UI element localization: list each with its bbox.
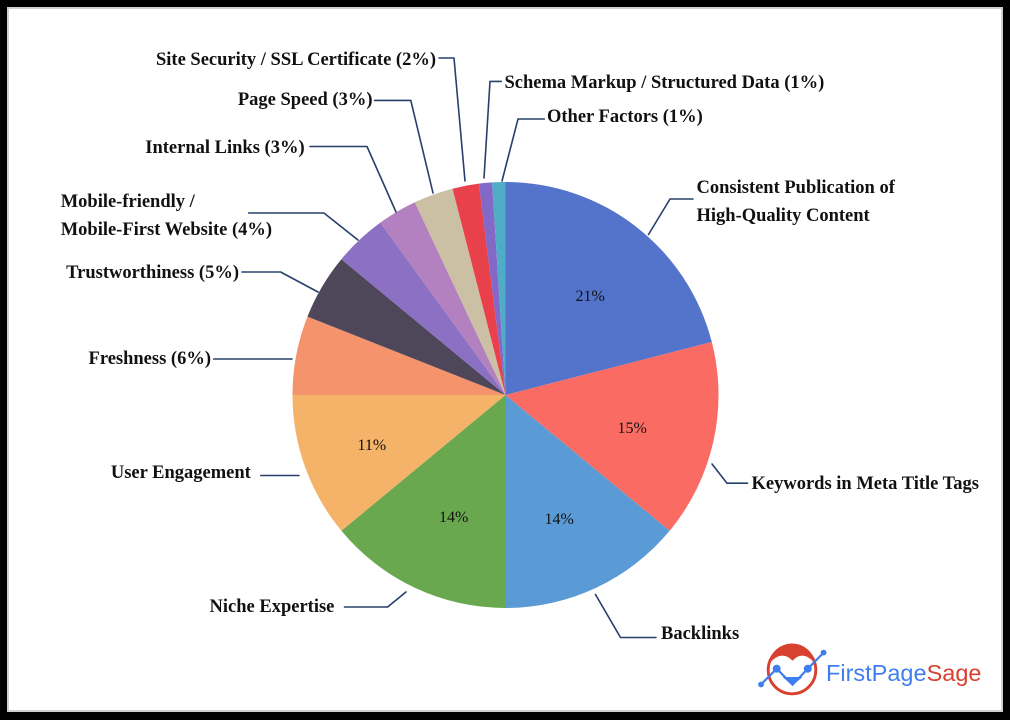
svg-text:FirstPageSage: FirstPageSage <box>826 660 981 686</box>
